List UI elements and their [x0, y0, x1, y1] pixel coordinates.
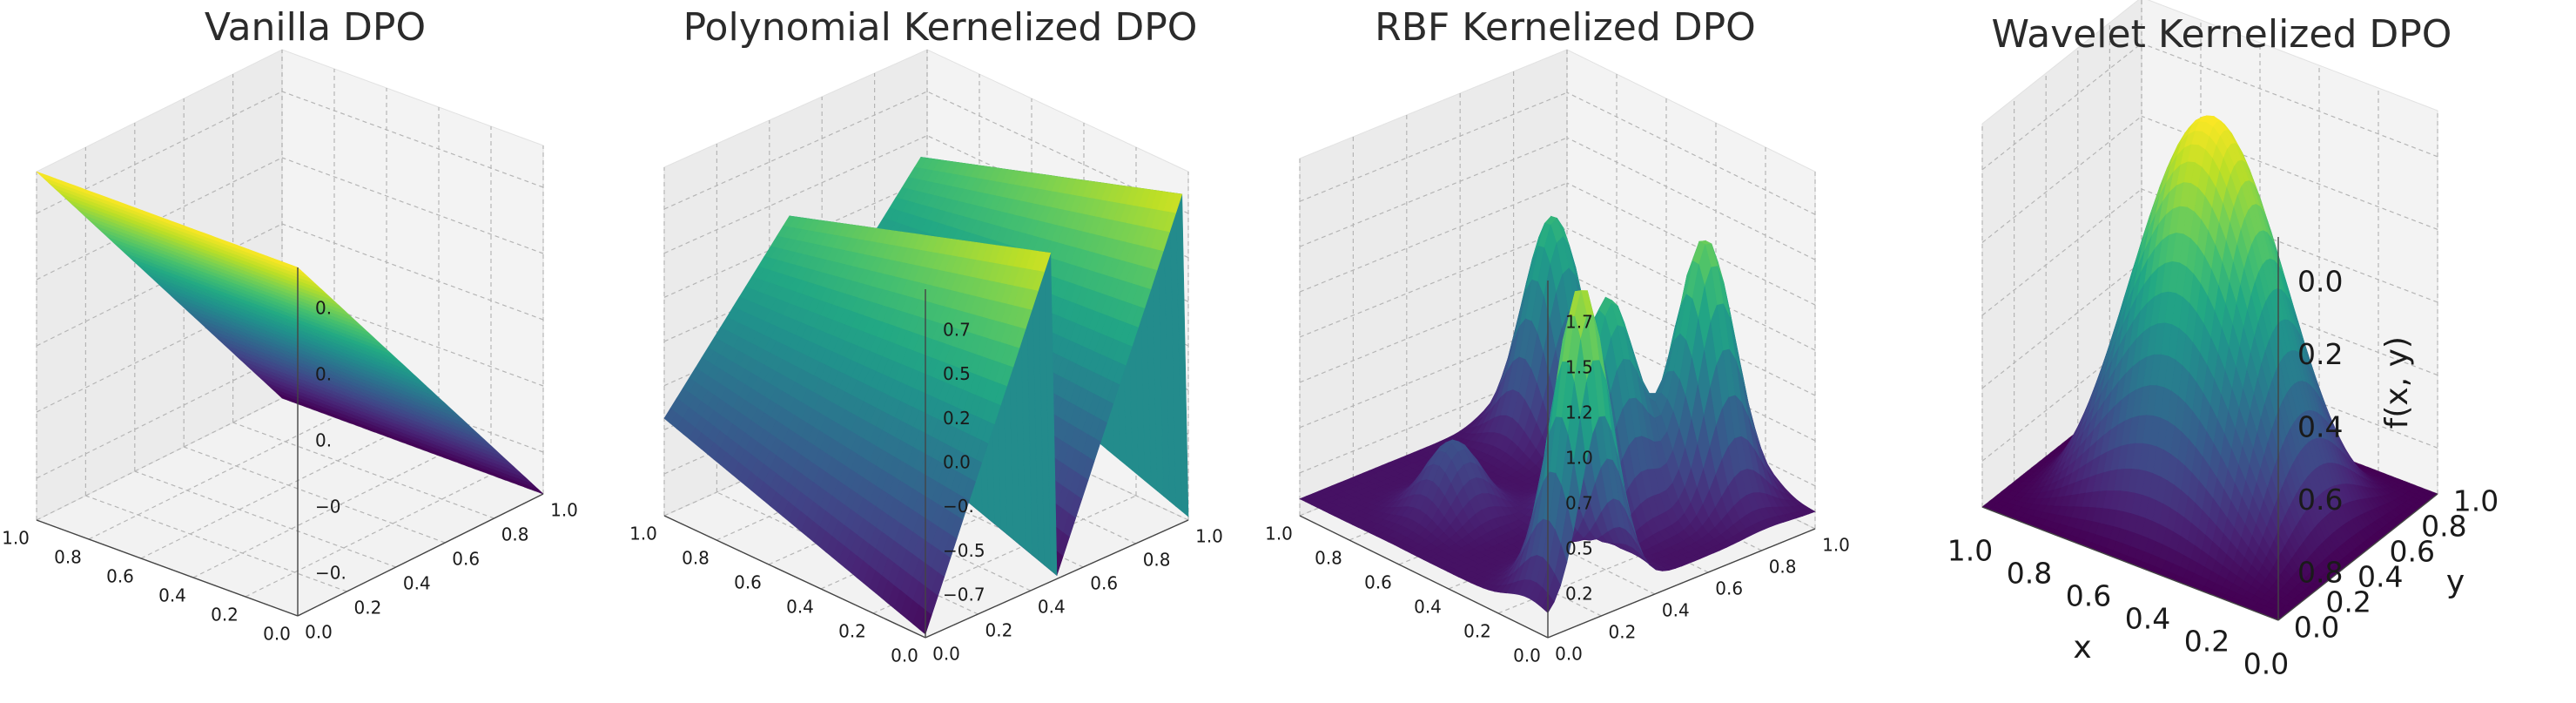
x-tick-label: 0.8: [682, 548, 710, 569]
y-tick-label: 0.4: [403, 573, 431, 594]
y-tick-label: 0.2: [985, 620, 1012, 641]
x-tick-label: 1.0: [629, 524, 657, 544]
grid-line: [88, 416, 335, 540]
z-tick-label: 0.: [315, 364, 332, 385]
y-tick-label: 0.2: [353, 598, 381, 619]
z-tick-label: 0.: [315, 430, 332, 451]
y-tick-label: 0.6: [452, 549, 480, 570]
grid-line: [245, 474, 492, 598]
panel-1: 0.0 0.2 0.4 0.6 0.8 1.0 0.0 0.2 0.4 0.6 0.8 1.0 0. 0.…: [2, 5, 578, 645]
y-tick-label: 1.0: [550, 500, 578, 521]
x-tick-label: 0.2: [211, 605, 239, 625]
z-tick-label: −0.: [315, 563, 346, 584]
x-tick-label: 0.6: [734, 572, 762, 593]
z-tick-label: 0.2: [943, 408, 971, 429]
y-tick-label: 1.0: [1195, 526, 1223, 547]
x-tick-label: 1.0: [2, 528, 30, 549]
z-tick-label: 0.7: [943, 320, 971, 341]
z-tick-label: 0.0: [943, 452, 971, 473]
z-tick-label: −0.5: [943, 540, 985, 561]
z-tick-label: 0.5: [943, 363, 971, 384]
y-tick-label: 0.8: [1143, 550, 1171, 571]
panel-title: Vanilla DPO: [205, 5, 426, 50]
grid-line: [192, 455, 440, 578]
panel-2: 0.0 0.2 0.4 0.6 0.8 1.0 0.0 0.2 0.4 0.6 0.8 1.0 0.7 0…: [629, 5, 1223, 666]
x-tick-label: 0.8: [54, 547, 82, 568]
surface: [36, 171, 544, 495]
grid-line: [36, 355, 283, 479]
z-tick-label: −0.: [943, 496, 974, 517]
grid-line: [36, 397, 283, 521]
z-tick-label: −0: [315, 497, 340, 517]
y-tick-label: 0.0: [305, 622, 333, 643]
x-tick-label: 0.0: [263, 624, 291, 645]
y-tick-label: 0.0: [932, 644, 960, 665]
x-tick-label: 0.4: [786, 597, 814, 618]
x-tick-label: 0.0: [891, 646, 918, 666]
y-tick-label: 0.4: [1038, 597, 1066, 618]
x-tick-label: 0.2: [838, 621, 866, 642]
y-tick-label: 0.8: [501, 524, 529, 545]
panel-3: 0.00.20.40.60.81.00.00.20.40.60.81.01.71…: [1265, 5, 1850, 666]
grid-line: [36, 91, 283, 214]
grid-line: [140, 436, 387, 559]
x-tick-label: 0.4: [158, 585, 186, 606]
z-tick-label: −0.7: [943, 585, 985, 605]
panel-title: Polynomial Kernelized DPO: [683, 5, 1198, 50]
y-tick-label: 0.6: [1090, 573, 1118, 594]
z-tick-label: 0.: [315, 298, 332, 319]
x-tick-label: 0.6: [106, 566, 134, 587]
